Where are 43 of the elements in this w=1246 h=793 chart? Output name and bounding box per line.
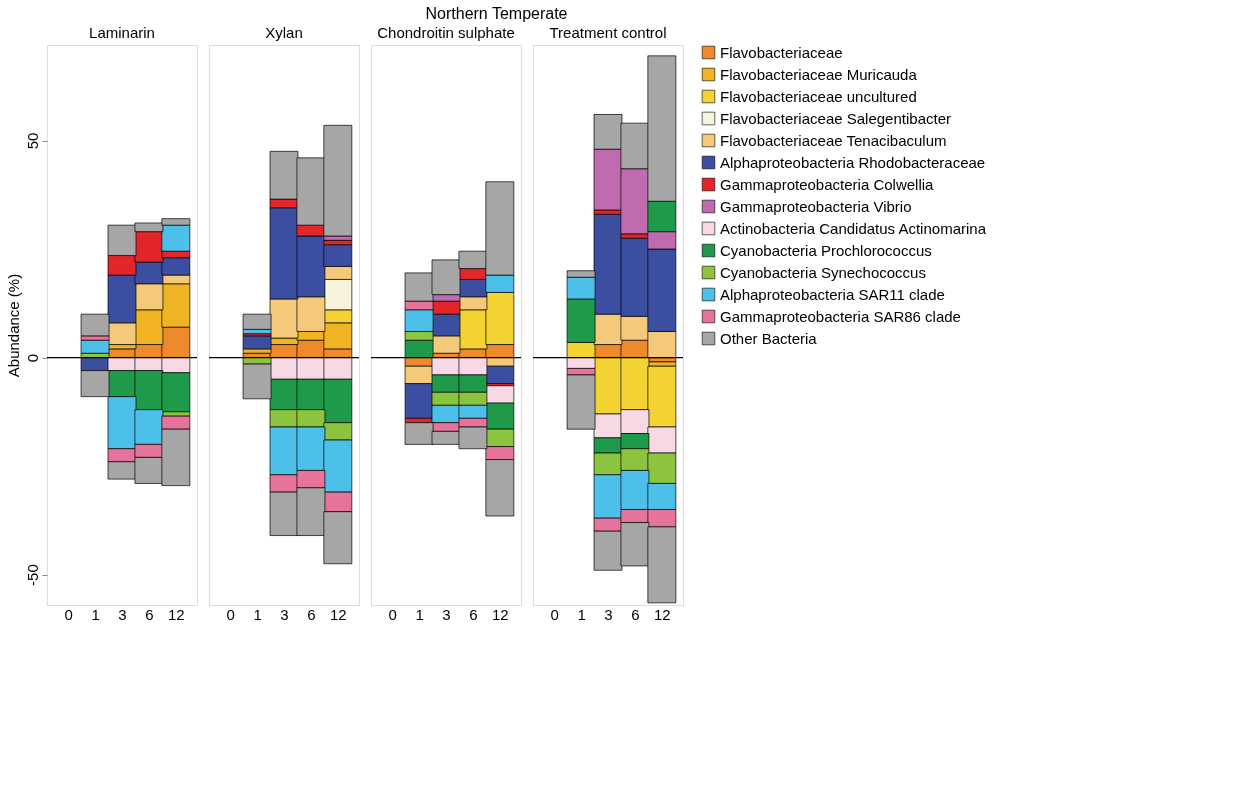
chart-title: Northern Temperate	[425, 4, 568, 22]
y-axis-title: Abundance (%)	[4, 273, 22, 378]
chart-subtitle: Xylan	[265, 24, 303, 41]
x-tick-label: 0	[388, 605, 397, 623]
legend-label: Flavobacteriaceae Salegentibacter	[720, 109, 951, 127]
legend-label: Cyanobacteria Synechococcus	[720, 263, 926, 281]
y-tick-label: 50	[23, 132, 41, 150]
x-tick-label: 3	[280, 605, 289, 623]
x-tick-label: 3	[442, 605, 451, 623]
y-tick-label: 0	[23, 353, 41, 363]
x-tick-label: 0	[64, 605, 73, 623]
chart-subtitle: Treatment control	[549, 24, 667, 41]
legend-label: Flavobacteriaceae Muricauda	[720, 65, 918, 83]
x-tick-label: 3	[118, 605, 127, 623]
x-tick-label: 6	[631, 605, 640, 623]
legend-label: Gammaproteobacteria Colwellia	[720, 175, 935, 193]
legend-label: Flavobacteriaceae Tenacibaculum	[720, 131, 947, 149]
y-tick-label: -50	[23, 564, 41, 586]
legend-label: Gammaproteobacteria Vibrio	[720, 197, 912, 215]
chart-subtitle: Chondroitin sulphate	[377, 24, 515, 41]
x-tick-label: 0	[550, 605, 559, 623]
x-tick-label: 6	[145, 605, 154, 623]
x-tick-label: 12	[330, 605, 347, 623]
legend-label: Flavobacteriaceae	[720, 43, 843, 61]
legend-label: Other Bacteria	[720, 329, 818, 347]
legend-label: Alphaproteobacteria Rhodobacteraceae	[720, 153, 986, 171]
chart-subtitle: Laminarin	[89, 24, 155, 41]
legend-label: Alphaproteobacteria SAR11 clade	[720, 285, 945, 303]
x-tick-label: 12	[654, 605, 671, 623]
legend-label: Gammaproteobacteria SAR86 clade	[720, 307, 961, 325]
x-tick-label: 3	[604, 605, 613, 623]
x-tick-label: 1	[91, 605, 100, 623]
legend-label: Actinobacteria Candidatus Actinomarina	[720, 219, 987, 237]
x-tick-label: 0	[226, 605, 235, 623]
x-tick-label: 6	[469, 605, 478, 623]
x-tick-label: 1	[253, 605, 262, 623]
legend-label: Flavobacteriaceae uncultured	[720, 87, 917, 105]
legend-label: Cyanobacteria Prochlorococcus	[720, 241, 932, 259]
x-tick-label: 1	[415, 605, 424, 623]
x-tick-label: 12	[168, 605, 185, 623]
x-tick-label: 6	[307, 605, 316, 623]
x-tick-label: 12	[492, 605, 509, 623]
x-tick-label: 1	[577, 605, 586, 623]
